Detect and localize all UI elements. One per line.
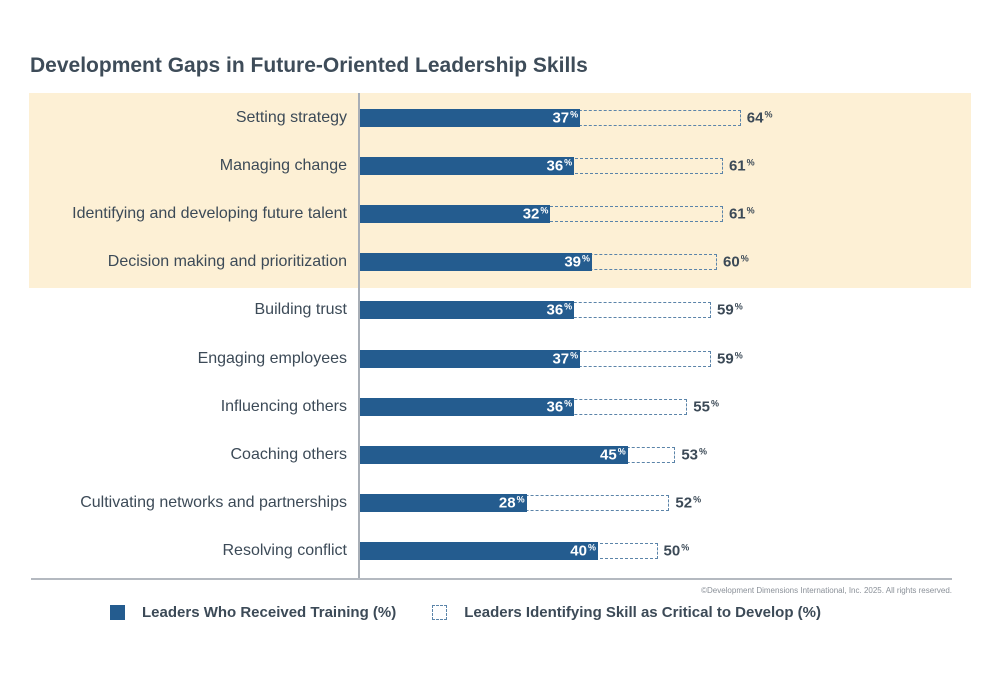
- data-label-critical: 50%: [663, 542, 690, 560]
- category-label: Identifying and developing future talent: [72, 205, 347, 223]
- legend-swatch-critical: [432, 605, 448, 620]
- data-label-critical: 64%: [746, 109, 773, 127]
- category-label: Managing change: [219, 157, 347, 175]
- bar-training: [360, 109, 581, 127]
- data-label-training: 37%: [552, 350, 579, 367]
- bar-training: [360, 349, 581, 368]
- data-label-critical: 52%: [675, 494, 702, 512]
- copyright-notice: ©Development Dimensions International, I…: [701, 586, 952, 595]
- chart-title: Development Gaps in Future-Oriented Lead…: [30, 54, 588, 77]
- data-label-training: 36%: [546, 398, 573, 416]
- category-label: Cultivating networks and partnerships: [80, 493, 347, 511]
- category-label: Coaching others: [230, 445, 347, 463]
- category-label: Setting strategy: [235, 109, 347, 126]
- x-axis-baseline: [31, 578, 952, 580]
- data-label-critical: 53%: [681, 446, 708, 464]
- category-label: Resolving conflict: [222, 541, 348, 559]
- data-label-training: 40%: [570, 542, 596, 560]
- data-label-training: 45%: [600, 446, 626, 464]
- data-label-critical: 60%: [723, 253, 749, 271]
- data-label-training: 32%: [522, 205, 549, 223]
- category-label: Decision making and prioritization: [107, 253, 347, 271]
- data-label-critical: 55%: [693, 398, 719, 416]
- category-label: Influencing others: [220, 397, 347, 415]
- data-label-critical: 61%: [728, 205, 755, 223]
- data-label-training: 36%: [546, 157, 573, 175]
- data-label-training: 37%: [552, 109, 579, 127]
- bar-training: [360, 253, 593, 272]
- data-label-critical: 59%: [717, 350, 743, 367]
- bar-training: [360, 301, 575, 320]
- bar-training: [360, 157, 575, 176]
- data-label-critical: 59%: [717, 301, 743, 319]
- legend-label-critical: Leaders Identifying Skill as Critical to…: [464, 604, 821, 621]
- y-axis-line: [358, 93, 360, 579]
- bar-training: [360, 445, 628, 464]
- category-label: Engaging employees: [197, 349, 347, 367]
- legend-swatch-training: [110, 605, 125, 620]
- category-label: Building trust: [254, 301, 348, 319]
- data-label-training: 28%: [498, 494, 525, 512]
- legend-label-training: Leaders Who Received Training (%): [142, 604, 397, 621]
- legend: Leaders Who Received Training (%) Leader…: [110, 604, 821, 621]
- data-label-critical: 61%: [728, 157, 755, 175]
- bar-training: [360, 493, 527, 512]
- data-label-training: 39%: [564, 253, 591, 271]
- bar-training: [360, 397, 575, 416]
- bar-training: [360, 205, 551, 224]
- data-label-training: 36%: [546, 301, 573, 319]
- bar-training: [360, 541, 598, 560]
